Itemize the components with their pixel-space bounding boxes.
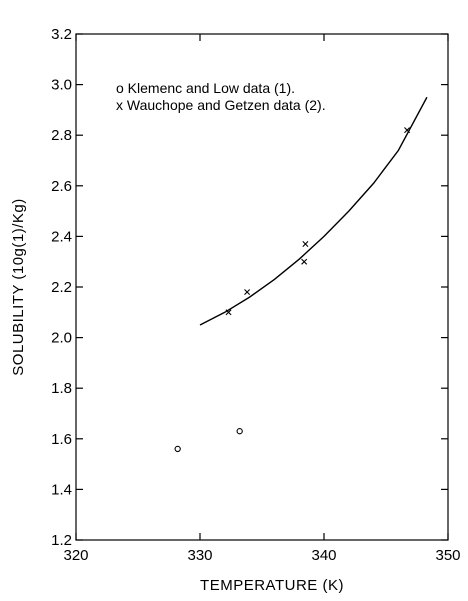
x-tick-label: 350 <box>435 547 460 564</box>
y-tick-label: 2.0 <box>51 330 72 347</box>
y-tick-label: 1.2 <box>51 532 72 549</box>
data-marks <box>174 96 428 453</box>
y-tick-label: 1.4 <box>51 481 72 498</box>
klemenc-low-point <box>236 428 243 435</box>
y-tick-label: 3.2 <box>51 26 72 43</box>
y-tick-label: 2.2 <box>51 279 72 296</box>
legend-entry-wauchope: x Wauchope and Getzen data (2). <box>116 97 326 113</box>
y-tick-label: 2.4 <box>51 228 72 245</box>
fit-curve <box>199 96 428 326</box>
y-tick-label: 1.8 <box>51 380 72 397</box>
y-tick-label: 3.0 <box>51 77 72 94</box>
x-tick-label: 330 <box>187 547 212 564</box>
ticks: 320 330 340 350 1.2 1.4 1.6 1.8 2.0 2.2 2.4 2.6 2.8 3… <box>51 26 460 564</box>
y-axis-title: SOLUBILITY (10g(1)/Kg) <box>10 198 27 375</box>
klemenc-low-point <box>174 445 181 453</box>
x-tick-label: 340 <box>311 547 336 564</box>
y-tick-label: 2.6 <box>51 178 72 195</box>
x-tick-label: 320 <box>63 547 88 564</box>
y-tick-label: 2.8 <box>51 127 72 144</box>
wauchope-getzen-point <box>244 289 251 296</box>
x-axis-title: TEMPERATURE (K) <box>200 577 344 594</box>
y-tick-label: 1.6 <box>51 431 72 448</box>
legend-entry-klemenc: o Klemenc and Low data (1). <box>116 80 295 96</box>
wauchope-getzen-point <box>302 241 309 247</box>
wauchope-getzen-point <box>301 258 308 265</box>
